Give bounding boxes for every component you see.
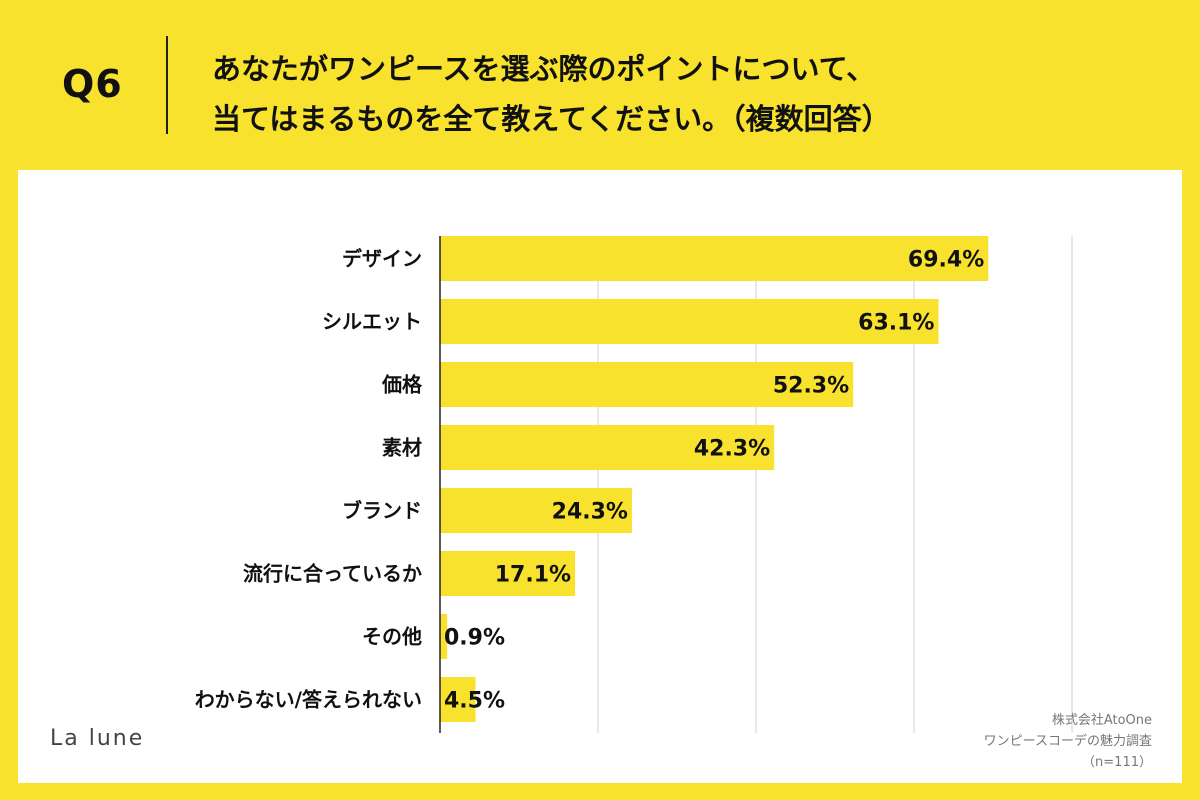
value-label-6: 0.9% — [444, 626, 505, 651]
bar-3 — [440, 425, 775, 470]
question-line-1: あなたがワンピースを選ぶ際のポイントについて、 — [212, 52, 876, 86]
value-label-3: 42.3% — [694, 437, 770, 462]
category-label-1: シルエット — [322, 310, 422, 334]
value-label-0: 69.4% — [908, 248, 984, 273]
header: Q6 あなたがワンピースを選ぶ際のポイントについて、 当てはまるものを全て教えて… — [0, 0, 1200, 170]
source-company: 株式会社AtoOne — [1051, 713, 1152, 728]
category-label-4: ブランド — [342, 499, 422, 523]
question-line-2: 当てはまるものを全て教えてください。（複数回答） — [212, 102, 891, 136]
value-label-4: 24.3% — [552, 500, 628, 525]
source-note: 株式会社AtoOne ワンピースコーデの魅力調査 （n=111） — [984, 710, 1152, 773]
bar-chart: デザイン 69.4% シルエット 63.1% 価格 52.3% 素材 42.3% ブランド 24.… — [195, 236, 1073, 733]
header-divider — [166, 36, 168, 134]
value-label-2: 52.3% — [773, 374, 849, 399]
brand-logo: La lune — [50, 726, 145, 751]
category-label-3: 素材 — [382, 436, 422, 460]
question-text: あなたがワンピースを選ぶ際のポイントについて、 当てはまるものを全て教えてくださ… — [212, 44, 1172, 144]
category-label-7: わからない/答えられない — [195, 688, 422, 712]
chart-panel: デザイン 69.4% シルエット 63.1% 価格 52.3% 素材 42.3% ブランド 24.… — [18, 170, 1182, 783]
value-label-7: 4.5% — [444, 689, 505, 714]
bar-7 — [440, 677, 476, 722]
bar-0 — [440, 236, 989, 281]
category-label-5: 流行に合っているか — [243, 562, 422, 586]
source-sample-size: （n=111） — [1082, 755, 1152, 770]
category-label-6: その他 — [362, 625, 422, 649]
bar-5 — [440, 551, 576, 596]
bar-4 — [440, 488, 632, 533]
source-survey: ワンピースコーデの魅力調査 — [983, 734, 1152, 749]
category-label-2: 価格 — [381, 373, 423, 397]
category-label-0: デザイン — [342, 247, 422, 271]
bar-6 — [440, 614, 448, 659]
value-label-5: 17.1% — [495, 563, 571, 588]
bar-1 — [440, 299, 939, 344]
value-label-1: 63.1% — [858, 311, 934, 336]
question-number: Q6 — [62, 62, 123, 106]
bar-2 — [440, 362, 854, 407]
